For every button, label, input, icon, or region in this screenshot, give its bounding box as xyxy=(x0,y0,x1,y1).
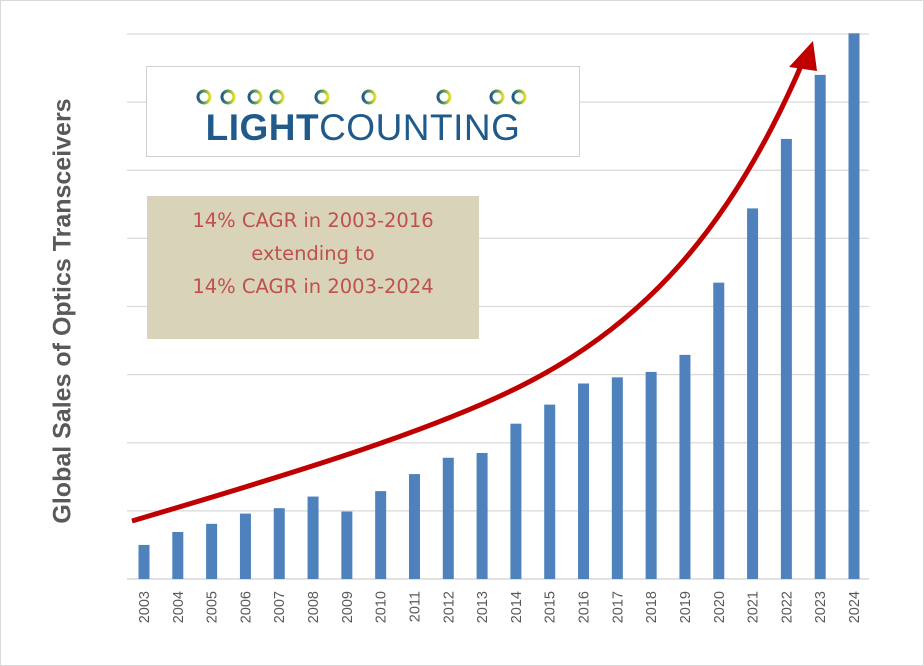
bar-2010 xyxy=(375,491,387,579)
x-tick-label: 2011 xyxy=(407,591,423,622)
trend-arrow-head xyxy=(789,41,817,71)
annotation-line: extending to xyxy=(251,242,375,265)
x-tick-label: 2010 xyxy=(374,591,390,623)
bar-2012 xyxy=(442,457,454,579)
x-tick-label: 2014 xyxy=(509,591,525,623)
x-tick-label: 2018 xyxy=(644,591,660,623)
bar-2014 xyxy=(510,423,522,579)
annotation-line: 14% CAGR in 2003-2024 xyxy=(192,275,434,298)
bar-2013 xyxy=(476,452,488,579)
x-tick-label: 2020 xyxy=(712,591,728,623)
bar-2020 xyxy=(713,282,725,579)
x-tick-label: 2021 xyxy=(746,591,762,623)
y-axis-title: Global Sales of Optics Transceivers xyxy=(48,98,77,524)
x-tick-label: 2009 xyxy=(340,591,356,623)
x-tick-label: 2017 xyxy=(610,591,626,623)
bar-2009 xyxy=(341,511,353,579)
bar-2003 xyxy=(138,544,150,579)
logo-text: LIGHTCOUNTING xyxy=(205,107,521,148)
bar-2017 xyxy=(611,377,623,579)
logo-dots-icon xyxy=(179,89,547,105)
x-tick-label: 2022 xyxy=(779,591,795,623)
annotation-line: 14% CAGR in 2003-2016 xyxy=(192,209,434,232)
bar-2022 xyxy=(780,138,792,579)
x-tick-label: 2013 xyxy=(475,591,491,623)
x-tick-label: 2008 xyxy=(306,591,322,623)
bar-2006 xyxy=(239,513,251,579)
bar-2024 xyxy=(848,33,860,580)
bars xyxy=(138,33,860,580)
x-tick-label: 2007 xyxy=(272,591,288,623)
bar-2018 xyxy=(645,371,657,579)
x-tick-label: 2003 xyxy=(137,591,153,623)
lightcounting-logo: LIGHTCOUNTING xyxy=(146,66,580,157)
cagr-annotation: 14% CAGR in 2003-2016 extending to 14% C… xyxy=(147,196,479,339)
bar-2021 xyxy=(747,208,759,579)
x-tick-label: 2004 xyxy=(171,591,187,623)
bar-2011 xyxy=(408,474,420,579)
bar-2007 xyxy=(273,508,285,579)
bar-2004 xyxy=(172,531,184,579)
x-tick-label: 2019 xyxy=(678,591,694,623)
x-tick-label: 2005 xyxy=(205,591,221,623)
x-tick-label: 2016 xyxy=(577,591,593,623)
x-tick-label: 2023 xyxy=(813,591,829,623)
bar-2019 xyxy=(679,354,691,579)
x-tick-label: 2024 xyxy=(847,591,863,623)
bar-2023 xyxy=(814,74,826,579)
bar-2005 xyxy=(206,523,218,579)
bar-2008 xyxy=(307,496,319,579)
bar-2016 xyxy=(578,383,590,579)
x-tick-label: 2006 xyxy=(238,591,254,623)
bar-2015 xyxy=(544,404,556,579)
x-tick-label: 2015 xyxy=(543,591,559,623)
x-tick-label: 2012 xyxy=(441,591,457,623)
trend-arrow-line xyxy=(131,58,807,524)
x-tick-labels: 2003 2004 2005 2006 2007 2008 2009 2010 2011 2012… xyxy=(137,591,863,623)
